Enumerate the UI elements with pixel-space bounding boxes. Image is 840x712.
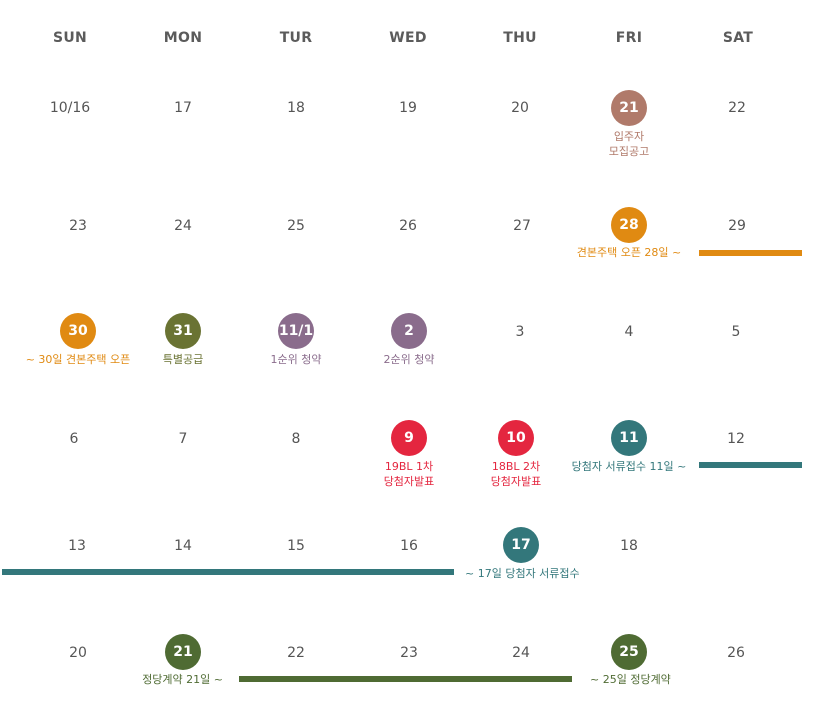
event-label-first-priority: 1순위 청약 bbox=[270, 353, 322, 366]
day-cell: 4 bbox=[624, 324, 634, 340]
event-day-circle: 11/1 bbox=[278, 313, 314, 349]
day-cell: 17 bbox=[174, 100, 192, 116]
weekday-sat: SAT bbox=[722, 30, 754, 46]
day-cell: 5 bbox=[731, 324, 741, 340]
event-day-circle: 9 bbox=[391, 420, 427, 456]
event-label-contract-end: ~ 25일 정당계약 bbox=[590, 673, 671, 686]
event-day-circle: 28 bbox=[611, 207, 647, 243]
event-day-circle: 30 bbox=[60, 313, 96, 349]
event-range-bar bbox=[699, 462, 802, 468]
event-range-bar bbox=[2, 569, 454, 575]
event-label-document-submission: 당첨자 서류접수 11일 ~ bbox=[571, 460, 687, 473]
weekday-wed: WED bbox=[389, 30, 427, 46]
day-cell: 20 bbox=[511, 100, 529, 116]
day-cell: 22 bbox=[728, 100, 746, 116]
event-label-18bl-winners: 18BL 2차 당첨자발표 bbox=[490, 460, 542, 488]
day-cell: 12 bbox=[727, 431, 745, 447]
day-cell: 13 bbox=[68, 538, 86, 554]
day-cell: 26 bbox=[399, 218, 417, 234]
weekday-tue: TUR bbox=[279, 30, 313, 46]
day-cell: 15 bbox=[287, 538, 305, 554]
event-day-circle: 10 bbox=[498, 420, 534, 456]
event-label-recruitment-notice: 입주자 모집공고 bbox=[608, 130, 650, 158]
day-cell: 18 bbox=[287, 100, 305, 116]
event-range-bar bbox=[239, 676, 572, 682]
event-day-circle: 31 bbox=[165, 313, 201, 349]
day-cell: 7 bbox=[178, 431, 188, 447]
event-day-circle: 11 bbox=[611, 420, 647, 456]
day-cell: 3 bbox=[515, 324, 525, 340]
event-label-second-priority: 2순위 청약 bbox=[383, 353, 435, 366]
day-cell: 25 bbox=[287, 218, 305, 234]
day-cell: 19 bbox=[399, 100, 417, 116]
day-cell: 18 bbox=[620, 538, 638, 554]
weekday-mon: MON bbox=[163, 30, 203, 46]
day-cell: 29 bbox=[728, 218, 746, 234]
day-cell: 24 bbox=[512, 645, 530, 661]
day-cell: 14 bbox=[174, 538, 192, 554]
event-label-19bl-winners: 19BL 1차 당첨자발표 bbox=[383, 460, 435, 488]
day-cell: 23 bbox=[400, 645, 418, 661]
event-day-circle: 21 bbox=[165, 634, 201, 670]
day-cell: 23 bbox=[69, 218, 87, 234]
event-label-showroom-end: ~ 30일 견본주택 오픈 bbox=[25, 353, 131, 366]
event-label-contract-start: 정당계약 21일 ~ bbox=[142, 673, 223, 686]
event-range-bar bbox=[699, 250, 802, 256]
event-day-circle: 25 bbox=[611, 634, 647, 670]
day-cell: 16 bbox=[400, 538, 418, 554]
event-label-showroom-open: 견본주택 오픈 28일 ~ bbox=[576, 246, 682, 259]
day-cell: 22 bbox=[287, 645, 305, 661]
weekday-sun: SUN bbox=[52, 30, 88, 46]
day-cell: 20 bbox=[69, 645, 87, 661]
day-cell: 6 bbox=[69, 431, 79, 447]
event-label-special-supply: 특별공급 bbox=[162, 353, 204, 366]
day-cell: 10/16 bbox=[49, 100, 91, 116]
day-cell: 27 bbox=[513, 218, 531, 234]
day-cell: 26 bbox=[727, 645, 745, 661]
day-cell: 24 bbox=[174, 218, 192, 234]
event-day-circle: 21 bbox=[611, 90, 647, 126]
event-day-circle: 17 bbox=[503, 527, 539, 563]
day-cell: 8 bbox=[291, 431, 301, 447]
weekday-thu: THU bbox=[503, 30, 537, 46]
event-day-circle: 2 bbox=[391, 313, 427, 349]
weekday-fri: FRI bbox=[615, 30, 643, 46]
event-label-document-submission-end: ~ 17일 당첨자 서류접수 bbox=[465, 567, 580, 580]
